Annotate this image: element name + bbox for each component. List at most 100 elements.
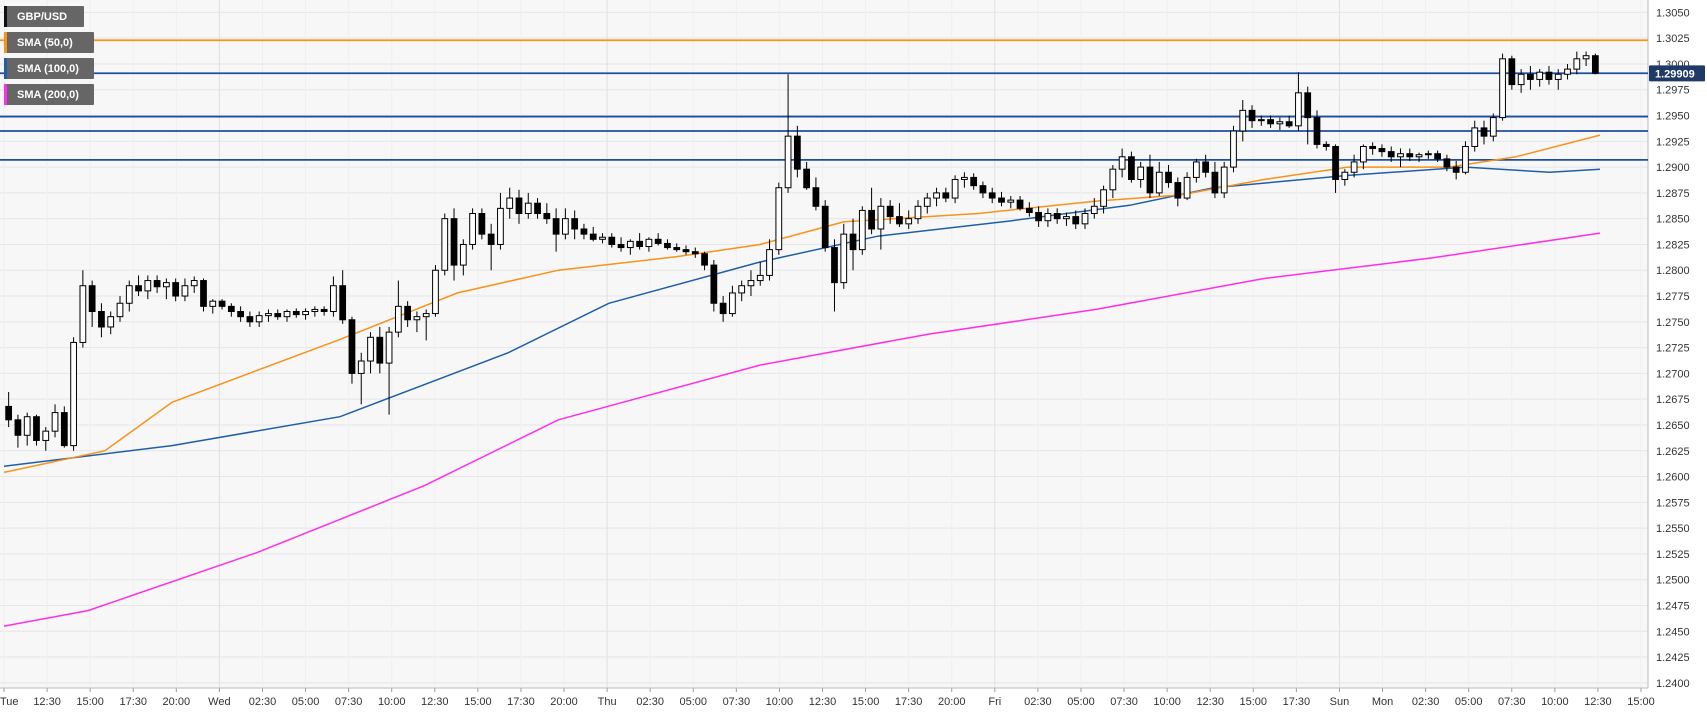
candle bbox=[376, 326, 384, 374]
y-tick-label: 1.2450 bbox=[1656, 626, 1690, 638]
candle-body bbox=[255, 315, 263, 323]
candle-body bbox=[998, 197, 1005, 203]
candle-body bbox=[469, 213, 476, 245]
candle-body bbox=[459, 243, 467, 266]
legend-item-sma50[interactable]: SMA (50,0) bbox=[4, 32, 94, 53]
candle bbox=[877, 198, 885, 250]
candle bbox=[1192, 158, 1200, 183]
candle bbox=[1397, 148, 1404, 168]
legend-item-sma100[interactable]: SMA (100,0) bbox=[4, 58, 94, 79]
candle bbox=[1155, 161, 1163, 196]
price-tag bbox=[1649, 65, 1705, 82]
candle-body bbox=[209, 300, 217, 307]
candle-body bbox=[1257, 119, 1265, 122]
candle bbox=[125, 280, 133, 312]
candle bbox=[283, 309, 291, 322]
candle bbox=[367, 332, 374, 374]
candle bbox=[682, 245, 690, 255]
x-tick-label: Fri bbox=[988, 696, 1001, 708]
candle-body bbox=[274, 313, 282, 318]
candle-body bbox=[33, 416, 40, 441]
candle-body bbox=[98, 311, 105, 328]
candle-body bbox=[1443, 158, 1451, 168]
plot-area bbox=[0, 0, 1648, 688]
candle bbox=[1165, 165, 1172, 188]
candle bbox=[227, 303, 235, 317]
candle bbox=[144, 275, 152, 300]
y-tick-label: 1.2525 bbox=[1656, 549, 1690, 561]
x-tick-label: 15:00 bbox=[1240, 696, 1268, 708]
y-tick-label: 1.2575 bbox=[1656, 497, 1690, 509]
candle bbox=[1239, 100, 1247, 142]
legend-label-sma100: SMA (100,0) bbox=[17, 62, 79, 75]
candle bbox=[42, 427, 50, 451]
candle bbox=[116, 296, 124, 322]
candle bbox=[1100, 185, 1107, 214]
candle-body bbox=[1489, 117, 1497, 137]
candle bbox=[1211, 161, 1219, 199]
candle bbox=[775, 182, 783, 255]
candle-body bbox=[636, 240, 643, 248]
candle-body bbox=[506, 197, 514, 209]
candle bbox=[1378, 144, 1386, 157]
candle-body bbox=[933, 192, 940, 199]
candle bbox=[237, 306, 244, 322]
y-tick-label: 1.2600 bbox=[1656, 472, 1690, 484]
candle-body bbox=[988, 192, 996, 199]
candle-body bbox=[617, 243, 625, 249]
x-tick-label: 12:30 bbox=[421, 696, 449, 708]
legend-item-sma200[interactable]: SMA (200,0) bbox=[4, 84, 94, 105]
candle bbox=[1499, 53, 1506, 121]
x-tick-label: 15:00 bbox=[1627, 696, 1655, 708]
candle-body bbox=[719, 302, 727, 315]
x-tick-label: 17:30 bbox=[1283, 696, 1311, 708]
candle bbox=[849, 218, 857, 271]
candle bbox=[524, 192, 532, 219]
y-tick-label: 1.2500 bbox=[1656, 575, 1690, 587]
x-tick-label: Tue bbox=[0, 696, 19, 708]
candle-body bbox=[88, 285, 96, 313]
candle-body bbox=[1072, 216, 1080, 225]
candle-body bbox=[42, 430, 50, 441]
candle bbox=[766, 239, 773, 281]
candle bbox=[1146, 154, 1154, 199]
candle-body bbox=[51, 412, 59, 432]
x-tick-label: 20:00 bbox=[938, 696, 966, 708]
candle-body bbox=[190, 280, 198, 287]
candle-body bbox=[1174, 182, 1182, 199]
candle bbox=[988, 187, 996, 204]
candle bbox=[348, 316, 356, 384]
candle bbox=[1462, 141, 1469, 175]
legend-item-gbpusd[interactable]: GBP/USD bbox=[4, 6, 84, 27]
y-tick-label: 1.2675 bbox=[1656, 394, 1690, 406]
y-tick-label: 1.2800 bbox=[1656, 265, 1690, 277]
candle bbox=[1545, 66, 1553, 85]
candle bbox=[1183, 172, 1191, 201]
candle bbox=[1295, 72, 1302, 131]
candle-body bbox=[1025, 207, 1033, 213]
candle-body bbox=[1387, 151, 1395, 158]
candle bbox=[302, 308, 309, 320]
candle bbox=[1230, 125, 1237, 173]
candle bbox=[942, 187, 950, 203]
candle bbox=[1424, 150, 1432, 159]
candle bbox=[292, 308, 300, 318]
y-tick-label: 1.2900 bbox=[1656, 162, 1690, 174]
candle bbox=[441, 213, 449, 276]
y-tick-label: 1.2650 bbox=[1656, 420, 1690, 432]
candle-body bbox=[302, 311, 309, 316]
candle bbox=[905, 210, 913, 229]
candle bbox=[79, 270, 87, 348]
y-tick-label: 1.3025 bbox=[1656, 33, 1690, 45]
x-tick-label: 10:00 bbox=[766, 696, 794, 708]
candle bbox=[1406, 148, 1414, 161]
candle-body bbox=[1230, 130, 1237, 168]
candle-body bbox=[942, 192, 950, 199]
x-tick-label: 05:00 bbox=[679, 696, 707, 708]
candle-body bbox=[1573, 58, 1581, 70]
candle-body bbox=[1267, 119, 1274, 125]
candle-body bbox=[589, 233, 597, 240]
candle-body bbox=[376, 336, 384, 364]
candle bbox=[33, 414, 40, 446]
candle bbox=[710, 259, 718, 312]
